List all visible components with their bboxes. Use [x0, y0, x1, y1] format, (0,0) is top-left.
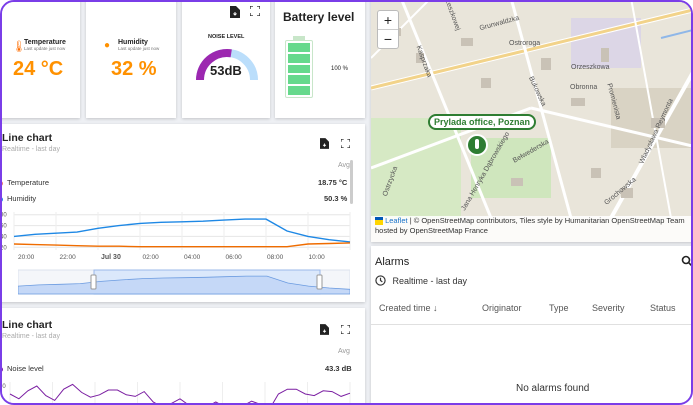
avg-label: Avg [338, 348, 350, 355]
street-label: Obronna [570, 84, 598, 91]
y-tick-label: 40 [0, 234, 7, 240]
line-chart-plot: 80 60 40 20 [0, 212, 351, 251]
range-navigator[interactable] [18, 269, 350, 295]
legend-noise[interactable]: Noise level [2, 364, 44, 373]
fullscreen-icon[interactable] [340, 138, 351, 151]
battery-value: 100 % [331, 66, 349, 72]
map-attribution: Leaflet | © OpenStreetMap contributors, … [371, 216, 691, 242]
export-icon[interactable] [320, 324, 329, 338]
legend-temperature[interactable]: Temperature [2, 178, 49, 187]
zoom-control: + − [377, 10, 399, 49]
y-tick-label: 60 [0, 224, 7, 230]
column-type[interactable]: Type [549, 303, 569, 313]
water-drop-icon: ● [104, 40, 111, 51]
noise-chart-plot: 70 50 [0, 382, 351, 405]
battery-card: Battery level 100 % [275, 2, 365, 118]
x-tick-label: Jul 30 [101, 254, 121, 261]
y-tick-label: 70 [0, 384, 6, 390]
series-line-humidity [13, 218, 351, 243]
alarms-title: Alarms [375, 256, 410, 268]
battery-icon [285, 36, 313, 98]
range-handle-left [90, 274, 97, 290]
noise-value: 53dB [210, 63, 242, 78]
export-icon[interactable] [320, 138, 329, 152]
street-label: Orzeszkowa [571, 64, 610, 71]
battery-title: Battery level [283, 10, 355, 24]
search-icon[interactable] [681, 254, 691, 272]
temperature-updated: Last update just now [24, 46, 66, 51]
legend-humidity-avg: 50.3 % [324, 194, 348, 203]
attribution-text: | © OpenStreetMap contributors, Tiles st… [375, 216, 685, 235]
legend-humidity[interactable]: Humidity [2, 194, 36, 203]
alarms-card: Alarms Realtime - last day Created time … [371, 246, 691, 403]
export-icon[interactable] [230, 6, 240, 21]
ukraine-flag-icon [375, 217, 383, 226]
map-popup-label[interactable]: Prylada office, Poznan [428, 114, 537, 130]
sort-down-icon: ↓ [433, 303, 438, 313]
column-status[interactable]: Status [650, 303, 676, 313]
leaflet-link[interactable]: Leaflet [385, 216, 408, 225]
legend-noise-avg: 43.3 dB [325, 364, 352, 373]
legend-temperature-avg: 18.75 °C [318, 178, 348, 187]
header-divider [371, 324, 691, 325]
column-severity[interactable]: Severity [592, 303, 625, 313]
humidity-label: Humidity [118, 39, 148, 46]
battery-cell [288, 53, 310, 63]
humidity-updated: Last update just now [118, 46, 160, 51]
x-tick-label: 06:00 [225, 254, 242, 261]
chart-title: Line chart [2, 132, 53, 144]
battery-cell [288, 43, 310, 52]
map-tiles[interactable] [371, 0, 693, 218]
temperature-label: Temperature [24, 39, 66, 46]
x-axis: 20:00 22:00 Jul 30 02:00 04:00 06:00 08:00 10:0… [2, 254, 360, 264]
y-tick-label: 80 [0, 213, 7, 219]
x-tick-label: 02:00 [142, 254, 159, 261]
line-chart-card: Line chart Realtime - last day Avg Tempe… [0, 124, 365, 302]
humidity-card: ● Humidity Last update just now 32 % [86, 2, 176, 118]
noise-gauge [196, 49, 258, 81]
range-handle-right [316, 274, 323, 290]
humidity-value: 32 % [111, 58, 157, 80]
map-card[interactable]: Grunwaldzka Orzeszkowej Ostroroga Orzesz… [371, 0, 693, 242]
time-filter[interactable]: Realtime - last day [375, 275, 467, 286]
x-tick-label: 20:00 [18, 254, 35, 261]
noise-card: NOISE LEVEL 53dB [182, 2, 270, 118]
noise-label: NOISE LEVEL [208, 34, 245, 40]
y-tick-label: 50 [0, 400, 6, 405]
empty-message: No alarms found [516, 383, 590, 394]
x-tick-label: 04:00 [184, 254, 201, 261]
series-line-noise [9, 383, 351, 403]
column-created-time[interactable]: Created time ↓ [379, 303, 438, 313]
temperature-card: 🌡 Temperature Last update just now 24 °C [2, 2, 80, 118]
fullscreen-icon[interactable] [249, 5, 261, 19]
street-label: Ostroroga [509, 40, 541, 47]
chart-subtitle: Realtime - last day [2, 333, 60, 340]
clock-icon [375, 275, 386, 286]
avg-label: Avg [338, 162, 350, 169]
column-originator[interactable]: Originator [482, 303, 522, 313]
x-tick-label: 22:00 [59, 254, 76, 261]
battery-cell [288, 86, 310, 95]
x-tick-label: 10:00 [308, 254, 325, 261]
thermometer-icon: 🌡 [12, 41, 26, 53]
battery-cell [288, 75, 310, 85]
x-tick-label: 08:00 [267, 254, 284, 261]
zoom-out-button[interactable]: − [383, 31, 393, 47]
series-line-temperature [13, 242, 351, 248]
zoom-in-button[interactable]: + [378, 11, 398, 30]
fullscreen-icon[interactable] [340, 324, 351, 337]
y-tick-label: 20 [0, 245, 7, 251]
legend-scrollbar[interactable] [350, 160, 353, 204]
chart-title: Line chart [2, 319, 53, 331]
temperature-value: 24 °C [13, 58, 64, 80]
chart-subtitle: Realtime - last day [2, 146, 60, 153]
noise-line-chart-card: Line chart Realtime - last day Avg Noise… [0, 308, 365, 405]
map-marker-icon[interactable] [466, 134, 488, 156]
battery-cell [288, 64, 310, 74]
